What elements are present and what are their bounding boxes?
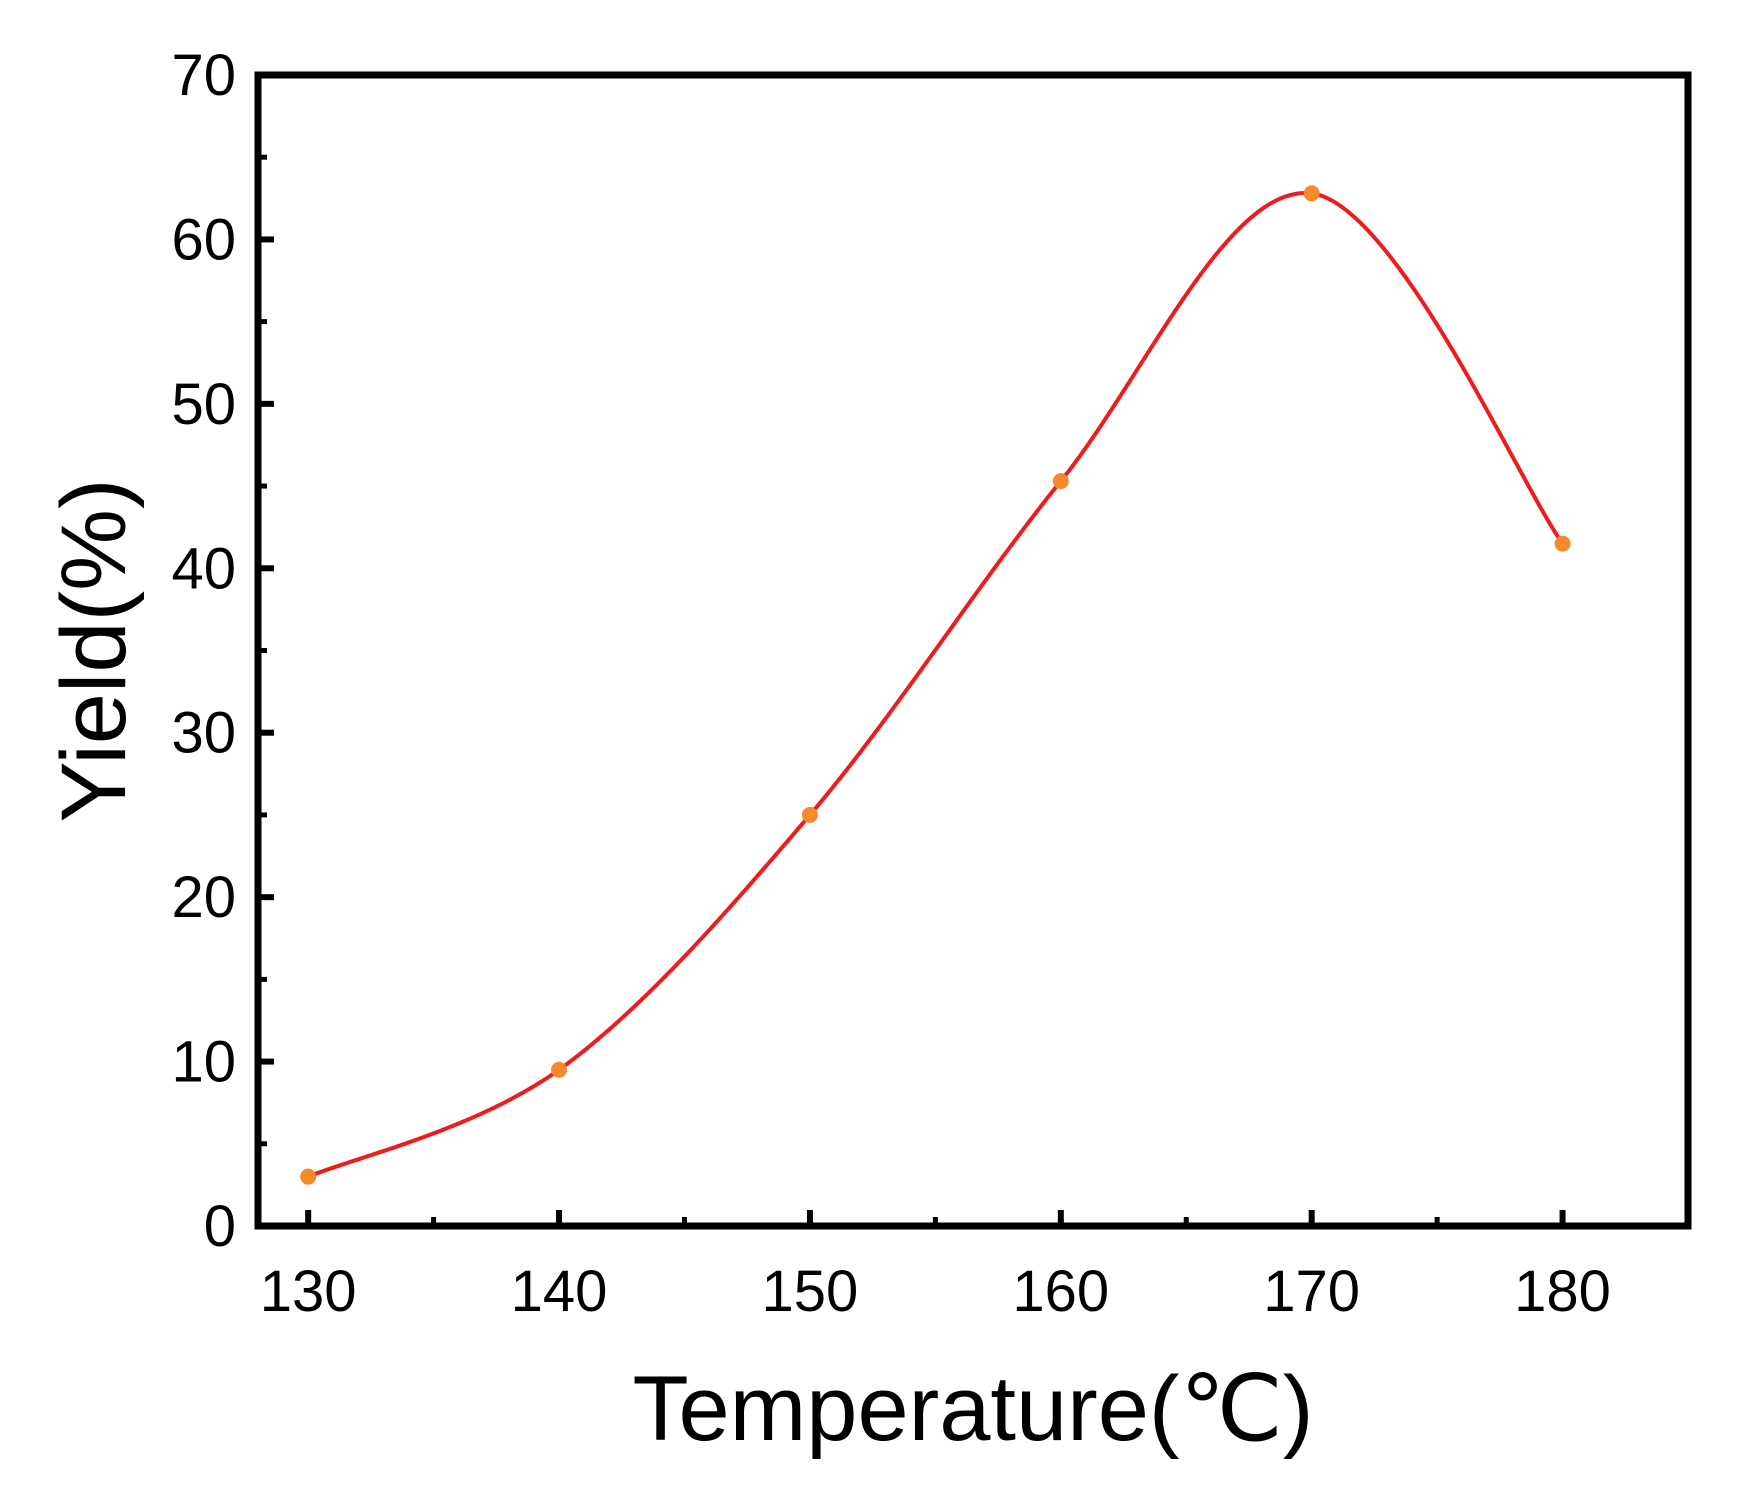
- plot-frame: [254, 71, 1692, 1230]
- data-point: [801, 806, 818, 823]
- x-tick-label: 150: [762, 1259, 859, 1324]
- x-tick-label: 170: [1263, 1259, 1360, 1324]
- y-tick-label: 40: [171, 536, 236, 601]
- data-point: [1303, 185, 1320, 202]
- data-point: [1052, 473, 1069, 490]
- data-point: [551, 1061, 568, 1078]
- axis-ticks: [258, 72, 1566, 1229]
- y-tick-label: 30: [171, 701, 236, 766]
- data-point: [1554, 535, 1571, 552]
- y-tick-label: 60: [171, 207, 236, 272]
- y-tick-label: 0: [204, 1194, 236, 1259]
- series-line: [307, 191, 1565, 1179]
- x-tick-label: 140: [511, 1259, 608, 1324]
- x-tick-label: 160: [1012, 1259, 1109, 1324]
- y-tick-label: 20: [171, 865, 236, 930]
- y-tick-label: 50: [171, 372, 236, 437]
- data-points: [300, 185, 1571, 1185]
- y-axis-title: Yield(%): [43, 478, 145, 822]
- y-tick-label: 70: [171, 43, 236, 108]
- y-tick-label: 10: [171, 1030, 236, 1095]
- axis-tick-labels: 130 140 150 160 170 180 0 10 20 30 40 50 60 70: [171, 43, 1610, 1324]
- x-tick-label: 180: [1514, 1259, 1611, 1324]
- x-tick-label: 130: [260, 1259, 357, 1324]
- x-axis-title: Temperature(℃): [632, 1358, 1313, 1460]
- data-point: [300, 1168, 317, 1185]
